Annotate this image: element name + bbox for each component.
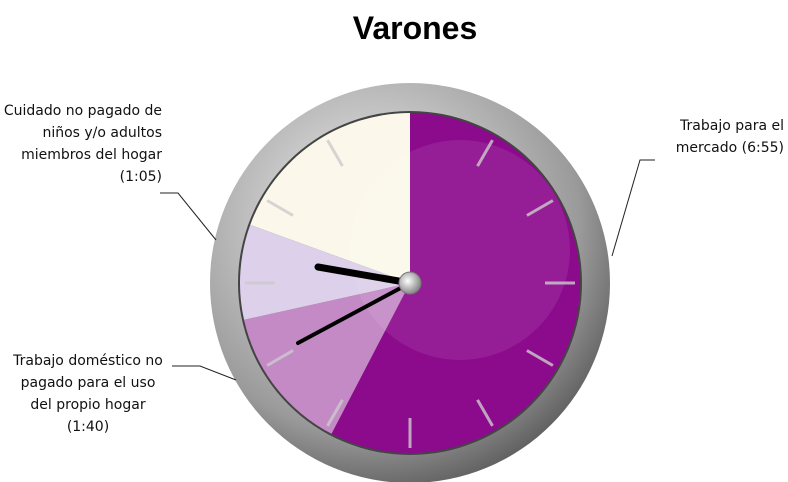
minute-hand — [296, 281, 412, 345]
clock-tick — [326, 399, 344, 427]
leader-line — [160, 192, 217, 241]
clock-tick — [266, 199, 294, 217]
leader-line — [611, 159, 655, 257]
clock-tick — [266, 349, 294, 367]
glare — [350, 140, 570, 360]
hour-hand — [314, 263, 414, 287]
hub — [398, 271, 422, 295]
slice-label: Trabajo para el mercado (6:55) — [675, 118, 784, 156]
slice — [250, 113, 410, 283]
slice — [240, 224, 410, 320]
slice — [331, 113, 580, 453]
leader-line — [172, 365, 237, 381]
clock-tick — [526, 199, 554, 217]
chart-title: Varones — [352, 10, 478, 46]
clock-tick — [476, 399, 494, 427]
slice — [244, 283, 410, 434]
slice-label: Trabajo doméstico no pagado para el uso … — [13, 353, 163, 435]
slice-label: Cuidado no pagado de niños y/o adultos m… — [3, 103, 162, 185]
clock-tick — [476, 139, 494, 167]
clock-tick — [526, 349, 554, 367]
clock-tick — [326, 139, 344, 167]
